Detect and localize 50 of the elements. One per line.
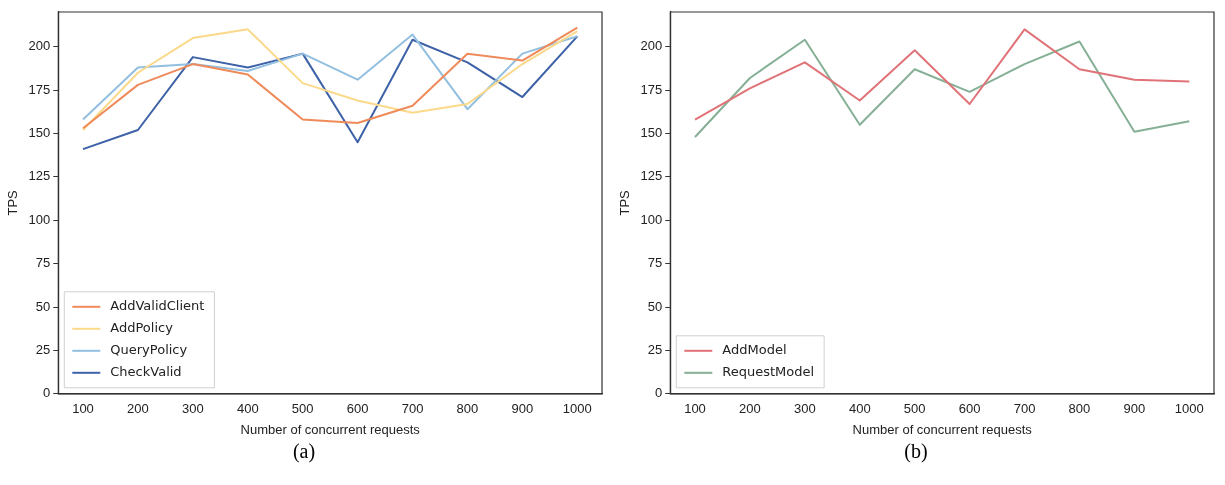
y-tick-label: 25 [647, 341, 663, 357]
x-tick-label: 800 [456, 401, 479, 417]
y-tick-label: 75 [35, 255, 51, 271]
x-tick-label: 200 [739, 401, 761, 417]
y-axis-title: TPS [617, 189, 633, 216]
x-tick-label: 700 [1013, 401, 1036, 417]
y-tick-label: 150 [28, 125, 51, 141]
y-tick-label: 75 [647, 255, 663, 271]
y-tick-label: 0 [655, 385, 663, 401]
text: (a) [291, 440, 317, 463]
y-tick-label: 150 [640, 125, 663, 141]
y-tick-label: 175 [640, 81, 663, 97]
x-tick-label: 100 [72, 401, 94, 417]
y-tick-label: 50 [647, 298, 663, 314]
x-tick-label: 600 [346, 401, 369, 417]
x-tick-label: 900 [511, 401, 534, 417]
x-tick-label: 300 [181, 401, 204, 417]
y-tick-label: 100 [28, 211, 51, 227]
x-tick-label: 300 [793, 401, 816, 417]
y-tick-label: 200 [640, 38, 663, 54]
x-tick-label: 400 [848, 401, 871, 417]
x-tick-label: 100 [684, 401, 706, 417]
legend-label: QueryPolicy [110, 342, 188, 358]
x-tick-label: 600 [958, 401, 981, 417]
x-tick-label: 900 [1123, 401, 1146, 417]
x-axis-title: Number of concurrent requests [240, 421, 421, 437]
x-tick-label: 500 [291, 401, 314, 417]
x-tick-label: 1000 [1174, 401, 1204, 417]
y-tick-label: 25 [35, 341, 51, 357]
y-tick-label: 200 [28, 38, 51, 54]
y-axis-title: TPS [5, 189, 21, 216]
legend-label: AddModel [722, 342, 787, 358]
legend-label: AddPolicy [110, 320, 174, 336]
text: (b) [903, 440, 929, 463]
x-tick-label: 800 [1068, 401, 1091, 417]
x-tick-label: 1000 [562, 401, 592, 417]
x-tick-label: 500 [903, 401, 926, 417]
legend-label: CheckValid [110, 364, 182, 380]
y-tick-label: 175 [28, 81, 51, 97]
legend-label: AddValidClient [110, 298, 205, 314]
y-tick-label: 0 [43, 385, 51, 401]
y-tick-label: 125 [640, 168, 663, 184]
legend-label: RequestModel [722, 364, 815, 380]
x-tick-label: 400 [236, 401, 259, 417]
x-tick-label: 200 [127, 401, 149, 417]
x-tick-label: 700 [401, 401, 424, 417]
y-tick-label: 100 [640, 211, 663, 227]
y-tick-label: 125 [28, 168, 51, 184]
y-tick-label: 50 [35, 298, 51, 314]
x-axis-title: Number of concurrent requests [852, 421, 1033, 437]
